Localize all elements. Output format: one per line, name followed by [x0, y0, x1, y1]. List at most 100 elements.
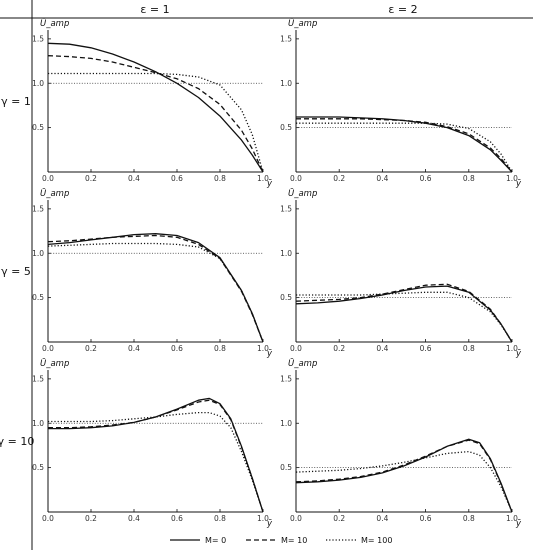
- series-line-dashed: [295, 283, 513, 343]
- y-tick-label: 1.5: [32, 34, 44, 43]
- y-tick-label: 1.0: [32, 79, 44, 88]
- series-line-solid: [295, 285, 513, 343]
- y-axis-label: Ū_amp: [40, 18, 69, 29]
- x-tick-label: 0.8: [463, 514, 475, 523]
- x-tick-label: 0.4: [376, 344, 388, 353]
- y-tick-label: 1.0: [280, 419, 292, 428]
- x-tick-label: 0.0: [290, 344, 302, 353]
- series-line-dotted: [296, 291, 513, 343]
- y-tick-label: 1.5: [280, 34, 292, 43]
- y-tick-label: 0.5: [280, 463, 292, 472]
- x-tick-label: 1.0: [506, 344, 518, 353]
- series-line-solid: [48, 397, 264, 513]
- panel-eps2-gamma1: 0.0 0.2 0.4 0.6 0.8 1.0 0.5 1.0 1.5 Ū_amp ȳ: [280, 18, 522, 189]
- x-tick-label: 0.2: [333, 514, 345, 523]
- panel-eps2-gamma5: 0.0 0.2 0.4 0.6 0.8 1.0 0.5 1.0 1.5 Ū_amp ȳ: [280, 188, 522, 359]
- legend-label-m0: M= 0: [205, 536, 226, 545]
- panel-eps1-gamma1: 0.0 0.2 0.4 0.6 0.8 1.0 0.5 1.0 1.5 Ū_amp ȳ: [32, 18, 273, 189]
- panel-eps2-gamma10: 0.0 0.2 0.4 0.6 0.8 1.0 0.5 1.0 1.5 Ū_amp ȳ: [280, 358, 522, 529]
- x-tick-label: 0.4: [128, 344, 140, 353]
- column-header-eps2: ε = 2: [388, 3, 417, 16]
- y-tick-label: 1.5: [280, 204, 292, 213]
- x-tick-label: 0.2: [85, 344, 97, 353]
- x-tick-label: 0.0: [290, 174, 302, 183]
- legend-label-m100: M= 100: [361, 536, 392, 545]
- x-tick-label: 0.0: [42, 344, 54, 353]
- x-tick-label: 0.6: [171, 174, 183, 183]
- x-tick-label: 0.2: [333, 344, 345, 353]
- x-tick-label: 0.0: [42, 174, 54, 183]
- x-tick-label: 0.8: [463, 174, 475, 183]
- x-tick-label: 0.4: [376, 514, 388, 523]
- series-line-dotted: [295, 450, 513, 513]
- series-line-dotted: [296, 122, 513, 173]
- y-tick-label: 1.5: [280, 374, 292, 383]
- x-axis-label: ȳ: [515, 349, 522, 359]
- y-tick-label: 1.0: [280, 79, 292, 88]
- x-tick-label: 0.2: [85, 514, 97, 523]
- y-tick-label: 0.5: [32, 463, 44, 472]
- y-tick-label: 0.5: [32, 123, 44, 132]
- y-tick-label: 1.5: [32, 374, 44, 383]
- x-tick-label: 1.0: [257, 174, 269, 183]
- series-line-dashed: [48, 399, 264, 513]
- x-tick-label: 0.8: [214, 174, 226, 183]
- x-tick-label: 0.2: [85, 174, 97, 183]
- series-line-solid: [47, 42, 264, 173]
- x-axis-label: ȳ: [515, 519, 522, 529]
- x-axis-label: ȳ: [266, 349, 273, 359]
- series-line-solid: [296, 116, 513, 173]
- series-line-solid: [295, 438, 513, 513]
- x-tick-label: 0.0: [290, 514, 302, 523]
- x-axis-label: ȳ: [266, 519, 273, 529]
- x-tick-label: 0.4: [128, 514, 140, 523]
- series-line-dotted: [47, 242, 264, 343]
- x-tick-label: 0.8: [214, 514, 226, 523]
- column-header-eps1: ε = 1: [140, 3, 169, 16]
- x-tick-label: 0.6: [420, 344, 432, 353]
- x-tick-label: 1.0: [257, 344, 269, 353]
- y-tick-label: 1.0: [280, 249, 292, 258]
- x-tick-label: 0.6: [171, 514, 183, 523]
- x-tick-label: 0.0: [42, 514, 54, 523]
- series-line-dotted: [48, 72, 264, 173]
- x-tick-label: 0.6: [171, 344, 183, 353]
- y-axis-label: Ū_amp: [288, 18, 317, 29]
- series-line-dashed: [47, 55, 264, 173]
- y-tick-label: 1.0: [32, 249, 44, 258]
- y-axis-label: Ū_amp: [288, 358, 317, 369]
- y-tick-label: 0.5: [32, 293, 44, 302]
- x-tick-label: 1.0: [257, 514, 269, 523]
- series-line-dashed: [47, 234, 264, 343]
- panel-eps1-gamma5: 0.0 0.2 0.4 0.6 0.8 1.0 0.5 1.0 1.5 Ū_amp ȳ: [32, 188, 273, 359]
- x-tick-label: 1.0: [506, 514, 518, 523]
- x-tick-label: 1.0: [506, 174, 518, 183]
- y-tick-label: 1.0: [32, 419, 44, 428]
- x-tick-label: 0.8: [214, 344, 226, 353]
- x-tick-label: 0.6: [420, 174, 432, 183]
- y-axis-label: Ū_amp: [288, 188, 317, 199]
- x-tick-label: 0.4: [376, 174, 388, 183]
- x-tick-label: 0.6: [420, 514, 432, 523]
- x-axis-label: ȳ: [515, 179, 522, 189]
- series-line-dashed: [295, 439, 513, 513]
- series-line-dashed: [296, 118, 513, 173]
- y-axis-label: Ū_amp: [40, 188, 69, 199]
- panel-eps1-gamma10: 0.0 0.2 0.4 0.6 0.8 1.0 0.5 1.0 1.5 Ū_amp ȳ: [32, 358, 273, 529]
- x-tick-label: 0.8: [463, 344, 475, 353]
- row-header-gamma5: γ = 5: [1, 265, 31, 278]
- x-tick-label: 0.4: [128, 174, 140, 183]
- y-tick-label: 0.5: [280, 123, 292, 132]
- x-axis-label: ȳ: [266, 179, 273, 189]
- row-header-gamma1: γ = 1: [1, 95, 31, 108]
- legend-label-m10: M= 10: [281, 536, 307, 545]
- y-tick-label: 0.5: [280, 293, 292, 302]
- legend: M= 0 M= 10 M= 100: [170, 536, 392, 545]
- y-tick-label: 1.5: [32, 204, 44, 213]
- series-line-solid: [47, 233, 264, 343]
- y-axis-label: Ū_amp: [40, 358, 69, 369]
- x-tick-label: 0.2: [333, 174, 345, 183]
- row-header-gamma10: γ = 10: [0, 435, 34, 448]
